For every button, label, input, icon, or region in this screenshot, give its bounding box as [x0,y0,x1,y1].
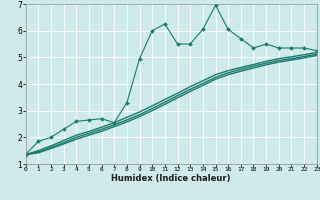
X-axis label: Humidex (Indice chaleur): Humidex (Indice chaleur) [111,174,231,183]
